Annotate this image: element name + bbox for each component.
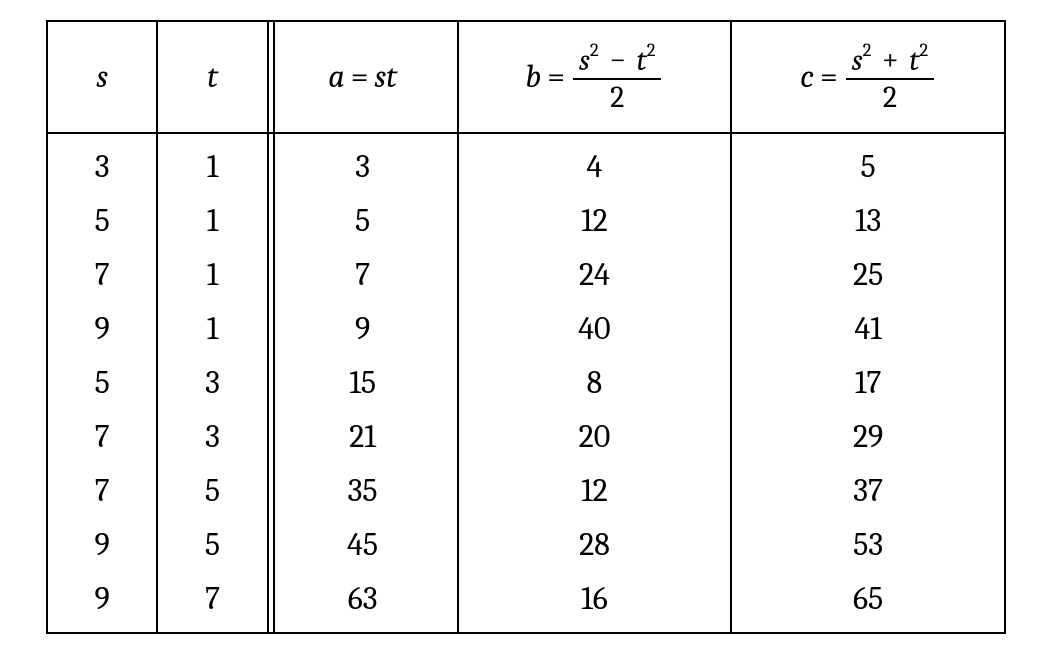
cell-s: 7 xyxy=(47,248,157,302)
cell-b: 12 xyxy=(458,194,732,248)
equals-c: = xyxy=(814,61,844,93)
cell-b: 4 xyxy=(458,133,732,194)
c-num-s-exp: 2 xyxy=(863,39,872,61)
table-row: 95452853 xyxy=(47,518,1005,572)
col-head-a: a = st xyxy=(268,21,458,133)
table-row: 97631665 xyxy=(47,572,1005,633)
b-num-minus: − xyxy=(605,42,630,77)
cell-s: 9 xyxy=(47,518,157,572)
var-b: b xyxy=(525,61,541,93)
table-row: 5315817 xyxy=(47,356,1005,410)
page: s t a = st b = s2 − xyxy=(0,0,1052,654)
cell-c: 37 xyxy=(731,464,1005,518)
cell-t: 3 xyxy=(157,410,267,464)
table-header: s t a = st b = s2 − xyxy=(47,21,1005,133)
cell-b: 24 xyxy=(458,248,732,302)
var-s: s xyxy=(96,61,108,93)
cell-s: 7 xyxy=(47,410,157,464)
fraction-c: s2 + t2 2 xyxy=(846,41,935,114)
fraction-c-num: s2 + t2 xyxy=(846,41,935,78)
cell-c: 25 xyxy=(731,248,1005,302)
fraction-b: s2 − t2 2 xyxy=(573,41,662,114)
var-a: a xyxy=(328,61,344,93)
equals-a: = xyxy=(345,61,375,93)
c-num-plus: + xyxy=(878,42,903,77)
cell-a: 21 xyxy=(268,410,458,464)
cell-t: 7 xyxy=(157,572,267,633)
c-num-t: t xyxy=(909,42,919,77)
cell-t: 1 xyxy=(157,302,267,356)
cell-b: 16 xyxy=(458,572,732,633)
cell-b: 20 xyxy=(458,410,732,464)
table-row: 31345 xyxy=(47,133,1005,194)
cell-b: 12 xyxy=(458,464,732,518)
cell-b: 28 xyxy=(458,518,732,572)
cell-t: 5 xyxy=(157,518,267,572)
col-head-b: b = s2 − t2 2 xyxy=(458,21,732,133)
cell-a: 5 xyxy=(268,194,458,248)
cell-s: 9 xyxy=(47,302,157,356)
table-row: 75351237 xyxy=(47,464,1005,518)
var-t: t xyxy=(207,61,218,93)
cell-s: 5 xyxy=(47,194,157,248)
table-row: 7172425 xyxy=(47,248,1005,302)
pythagorean-triple-table: s t a = st b = s2 − xyxy=(46,20,1006,634)
cell-a: 3 xyxy=(268,133,458,194)
table-row: 5151213 xyxy=(47,194,1005,248)
c-num-s: s xyxy=(852,42,863,77)
fraction-c-den: 2 xyxy=(846,78,935,114)
fraction-b-den: 2 xyxy=(573,78,662,114)
cell-s: 5 xyxy=(47,356,157,410)
col-head-c: c = s2 + t2 2 xyxy=(731,21,1005,133)
table-row: 9194041 xyxy=(47,302,1005,356)
cell-c: 41 xyxy=(731,302,1005,356)
cell-t: 1 xyxy=(157,248,267,302)
rhs-a-s: s xyxy=(374,61,386,93)
b-num-s: s xyxy=(579,42,590,77)
cell-c: 53 xyxy=(731,518,1005,572)
col-head-t: t xyxy=(157,21,267,133)
cell-t: 5 xyxy=(157,464,267,518)
cell-a: 9 xyxy=(268,302,458,356)
b-num-t: t xyxy=(637,42,647,77)
cell-c: 13 xyxy=(731,194,1005,248)
header-row: s t a = st b = s2 − xyxy=(47,21,1005,133)
cell-a: 7 xyxy=(268,248,458,302)
cell-b: 40 xyxy=(458,302,732,356)
cell-a: 45 xyxy=(268,518,458,572)
cell-c: 29 xyxy=(731,410,1005,464)
cell-a: 15 xyxy=(268,356,458,410)
cell-c: 65 xyxy=(731,572,1005,633)
b-num-t-exp: 2 xyxy=(647,39,656,61)
b-num-s-exp: 2 xyxy=(590,39,599,61)
table-row: 73212029 xyxy=(47,410,1005,464)
col-head-s: s xyxy=(47,21,157,133)
cell-t: 1 xyxy=(157,194,267,248)
rhs-a-t: t xyxy=(386,61,397,93)
cell-s: 3 xyxy=(47,133,157,194)
cell-s: 9 xyxy=(47,572,157,633)
var-c: c xyxy=(800,61,814,93)
fraction-b-num: s2 − t2 xyxy=(573,41,662,78)
cell-c: 5 xyxy=(731,133,1005,194)
cell-a: 35 xyxy=(268,464,458,518)
table-body: 3134551512137172425919404153158177321202… xyxy=(47,133,1005,633)
cell-a: 63 xyxy=(268,572,458,633)
cell-b: 8 xyxy=(458,356,732,410)
cell-s: 7 xyxy=(47,464,157,518)
cell-t: 3 xyxy=(157,356,267,410)
c-num-t-exp: 2 xyxy=(919,39,928,61)
equals-b: = xyxy=(541,61,571,93)
cell-t: 1 xyxy=(157,133,267,194)
cell-c: 17 xyxy=(731,356,1005,410)
